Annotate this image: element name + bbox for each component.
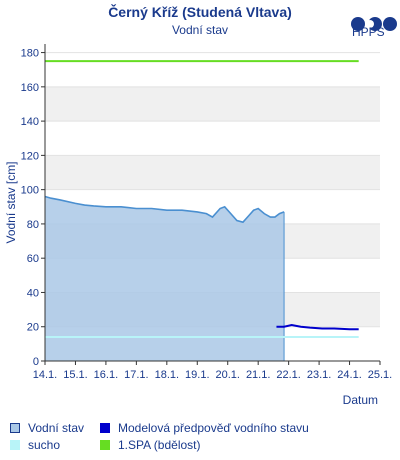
- observed-line: [44, 195, 285, 224]
- hpps-logo-icon: [351, 17, 397, 31]
- x-tick-label: 21.1.: [246, 369, 270, 381]
- legend-swatch-forecast: [100, 423, 110, 433]
- x-tick-label: 16.1.: [94, 369, 118, 381]
- legend-swatch-sucho: [10, 440, 20, 450]
- legend-label-spa: 1.SPA (bdělost): [118, 438, 201, 452]
- x-tick-label: 20.1.: [215, 369, 239, 381]
- legend-label-observed: Vodní stav: [28, 421, 85, 435]
- grid-band: [45, 155, 380, 190]
- legend-item-sucho: sucho: [10, 438, 60, 452]
- observed-area: [45, 196, 285, 361]
- y-tick-label: 80: [27, 219, 39, 231]
- x-tick-label: 24.1.: [337, 369, 361, 381]
- y-tick-label: 20: [27, 322, 39, 334]
- y-tick-label: 180: [21, 48, 39, 60]
- x-tick-label: 18.1.: [155, 369, 179, 381]
- chart-subtitle: Vodní stav: [171, 23, 229, 37]
- legend-swatch-observed: [10, 423, 20, 433]
- y-tick-label: 140: [21, 116, 39, 128]
- legend-item-forecast: Modelová předpověď vodního stavu: [100, 421, 309, 435]
- x-tick-label: 14.1.: [33, 369, 57, 381]
- legend-label-sucho: sucho: [28, 438, 61, 452]
- y-tick-label: 0: [33, 356, 39, 368]
- legend-item-observed: Vodní stav: [10, 421, 84, 435]
- x-axis-label: Datum: [343, 393, 378, 407]
- y-tick-label: 60: [27, 253, 39, 265]
- legend-label-forecast: Modelová předpověď vodního stavu: [118, 421, 309, 435]
- forecast-line: [276, 323, 359, 331]
- legend-swatch-spa: [100, 440, 110, 450]
- y-tick-label: 160: [21, 82, 39, 94]
- y-tick-label: 120: [21, 150, 39, 162]
- chart-title: Černý Kříž (Studená Vltava): [108, 4, 292, 20]
- y-tick-label: 40: [27, 287, 39, 299]
- x-tick-label: 17.1.: [124, 369, 148, 381]
- legend-item-spa: 1.SPA (bdělost): [100, 438, 201, 452]
- x-tick-label: 15.1.: [63, 369, 87, 381]
- y-tick-label: 100: [21, 185, 39, 197]
- x-tick-label: 23.1.: [307, 369, 331, 381]
- x-tick-label: 19.1.: [185, 369, 209, 381]
- x-tick-label: 22.1.: [276, 369, 300, 381]
- x-tick-label: 25.1.: [368, 369, 392, 381]
- logo-text: HPPS: [352, 25, 385, 39]
- y-axis-label: Vodní stav [cm]: [4, 161, 18, 243]
- grid-band: [45, 86, 380, 122]
